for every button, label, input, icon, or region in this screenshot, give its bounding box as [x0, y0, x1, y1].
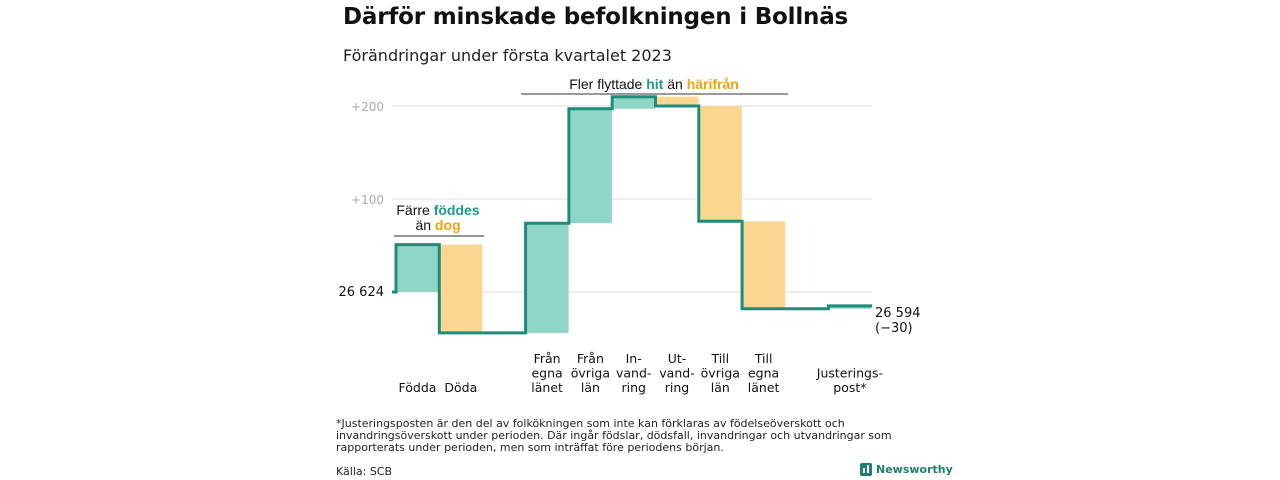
source-credit: Källa: SCB: [336, 465, 393, 478]
bar-födda: [396, 244, 439, 292]
end-change-label: (−30): [875, 321, 913, 336]
category-label: In-: [626, 351, 642, 366]
category-label: vand-: [616, 366, 651, 381]
category-label: ring: [665, 380, 689, 395]
bar-frånegnalänet: [525, 223, 569, 333]
footnote: *Justeringsposten är den del av folkökni…: [336, 417, 892, 454]
category-label: ring: [621, 380, 645, 395]
category-label: Döda: [444, 380, 477, 395]
category-label: län: [711, 380, 730, 395]
annotation-migration: Fler flyttade hit än härifrån: [569, 76, 739, 92]
cumulative-step-line: [392, 95, 872, 335]
end-value-label: 26 594: [875, 306, 921, 321]
category-label: Ut-: [668, 351, 687, 366]
annotation-births-deaths-line1: Färre föddes: [396, 202, 479, 218]
bar-utvandring: [655, 96, 699, 106]
bar-tillegnalänet: [742, 221, 786, 309]
category-label: Till: [710, 351, 729, 366]
y-tick-label: +100: [351, 193, 384, 207]
logo-text: Newsworthy: [876, 463, 953, 476]
chart-title: Därför minskade befolkningen i Bollnäs: [343, 4, 849, 30]
category-label: egna: [748, 366, 779, 381]
bar-döda: [439, 244, 483, 333]
category-label: övriga: [701, 366, 740, 381]
category-label: Justerings-: [816, 366, 883, 381]
category-label: vand-: [659, 366, 694, 381]
bar-invandring: [612, 96, 656, 109]
bar-chart-icon: [860, 463, 872, 476]
newsworthy-logo: Newsworthy: [860, 463, 953, 476]
y-tick-label: +200: [351, 100, 384, 114]
waterfall-chart: +100+200 Födda DödaFrånegnalänetFrånövrig…: [339, 76, 921, 395]
category-label: län: [581, 380, 600, 395]
category-label: Födda: [399, 380, 437, 395]
bar-frånövrigalän: [568, 108, 612, 224]
category-label: Från: [534, 351, 561, 366]
category-label: länet: [531, 380, 563, 395]
category-label: övriga: [571, 366, 610, 381]
category-label: länet: [748, 380, 780, 395]
category-label: Till: [754, 351, 773, 366]
category-label: egna: [531, 366, 562, 381]
bar-tillövrigalän: [698, 106, 742, 222]
category-label: post*: [833, 380, 866, 395]
start-value-label: 26 624: [339, 285, 385, 300]
category-label: Från: [577, 351, 604, 366]
annotation-births-deaths-line2: än dog: [415, 217, 460, 233]
chart-subtitle: Förändringar under första kvartalet 2023: [343, 46, 672, 65]
